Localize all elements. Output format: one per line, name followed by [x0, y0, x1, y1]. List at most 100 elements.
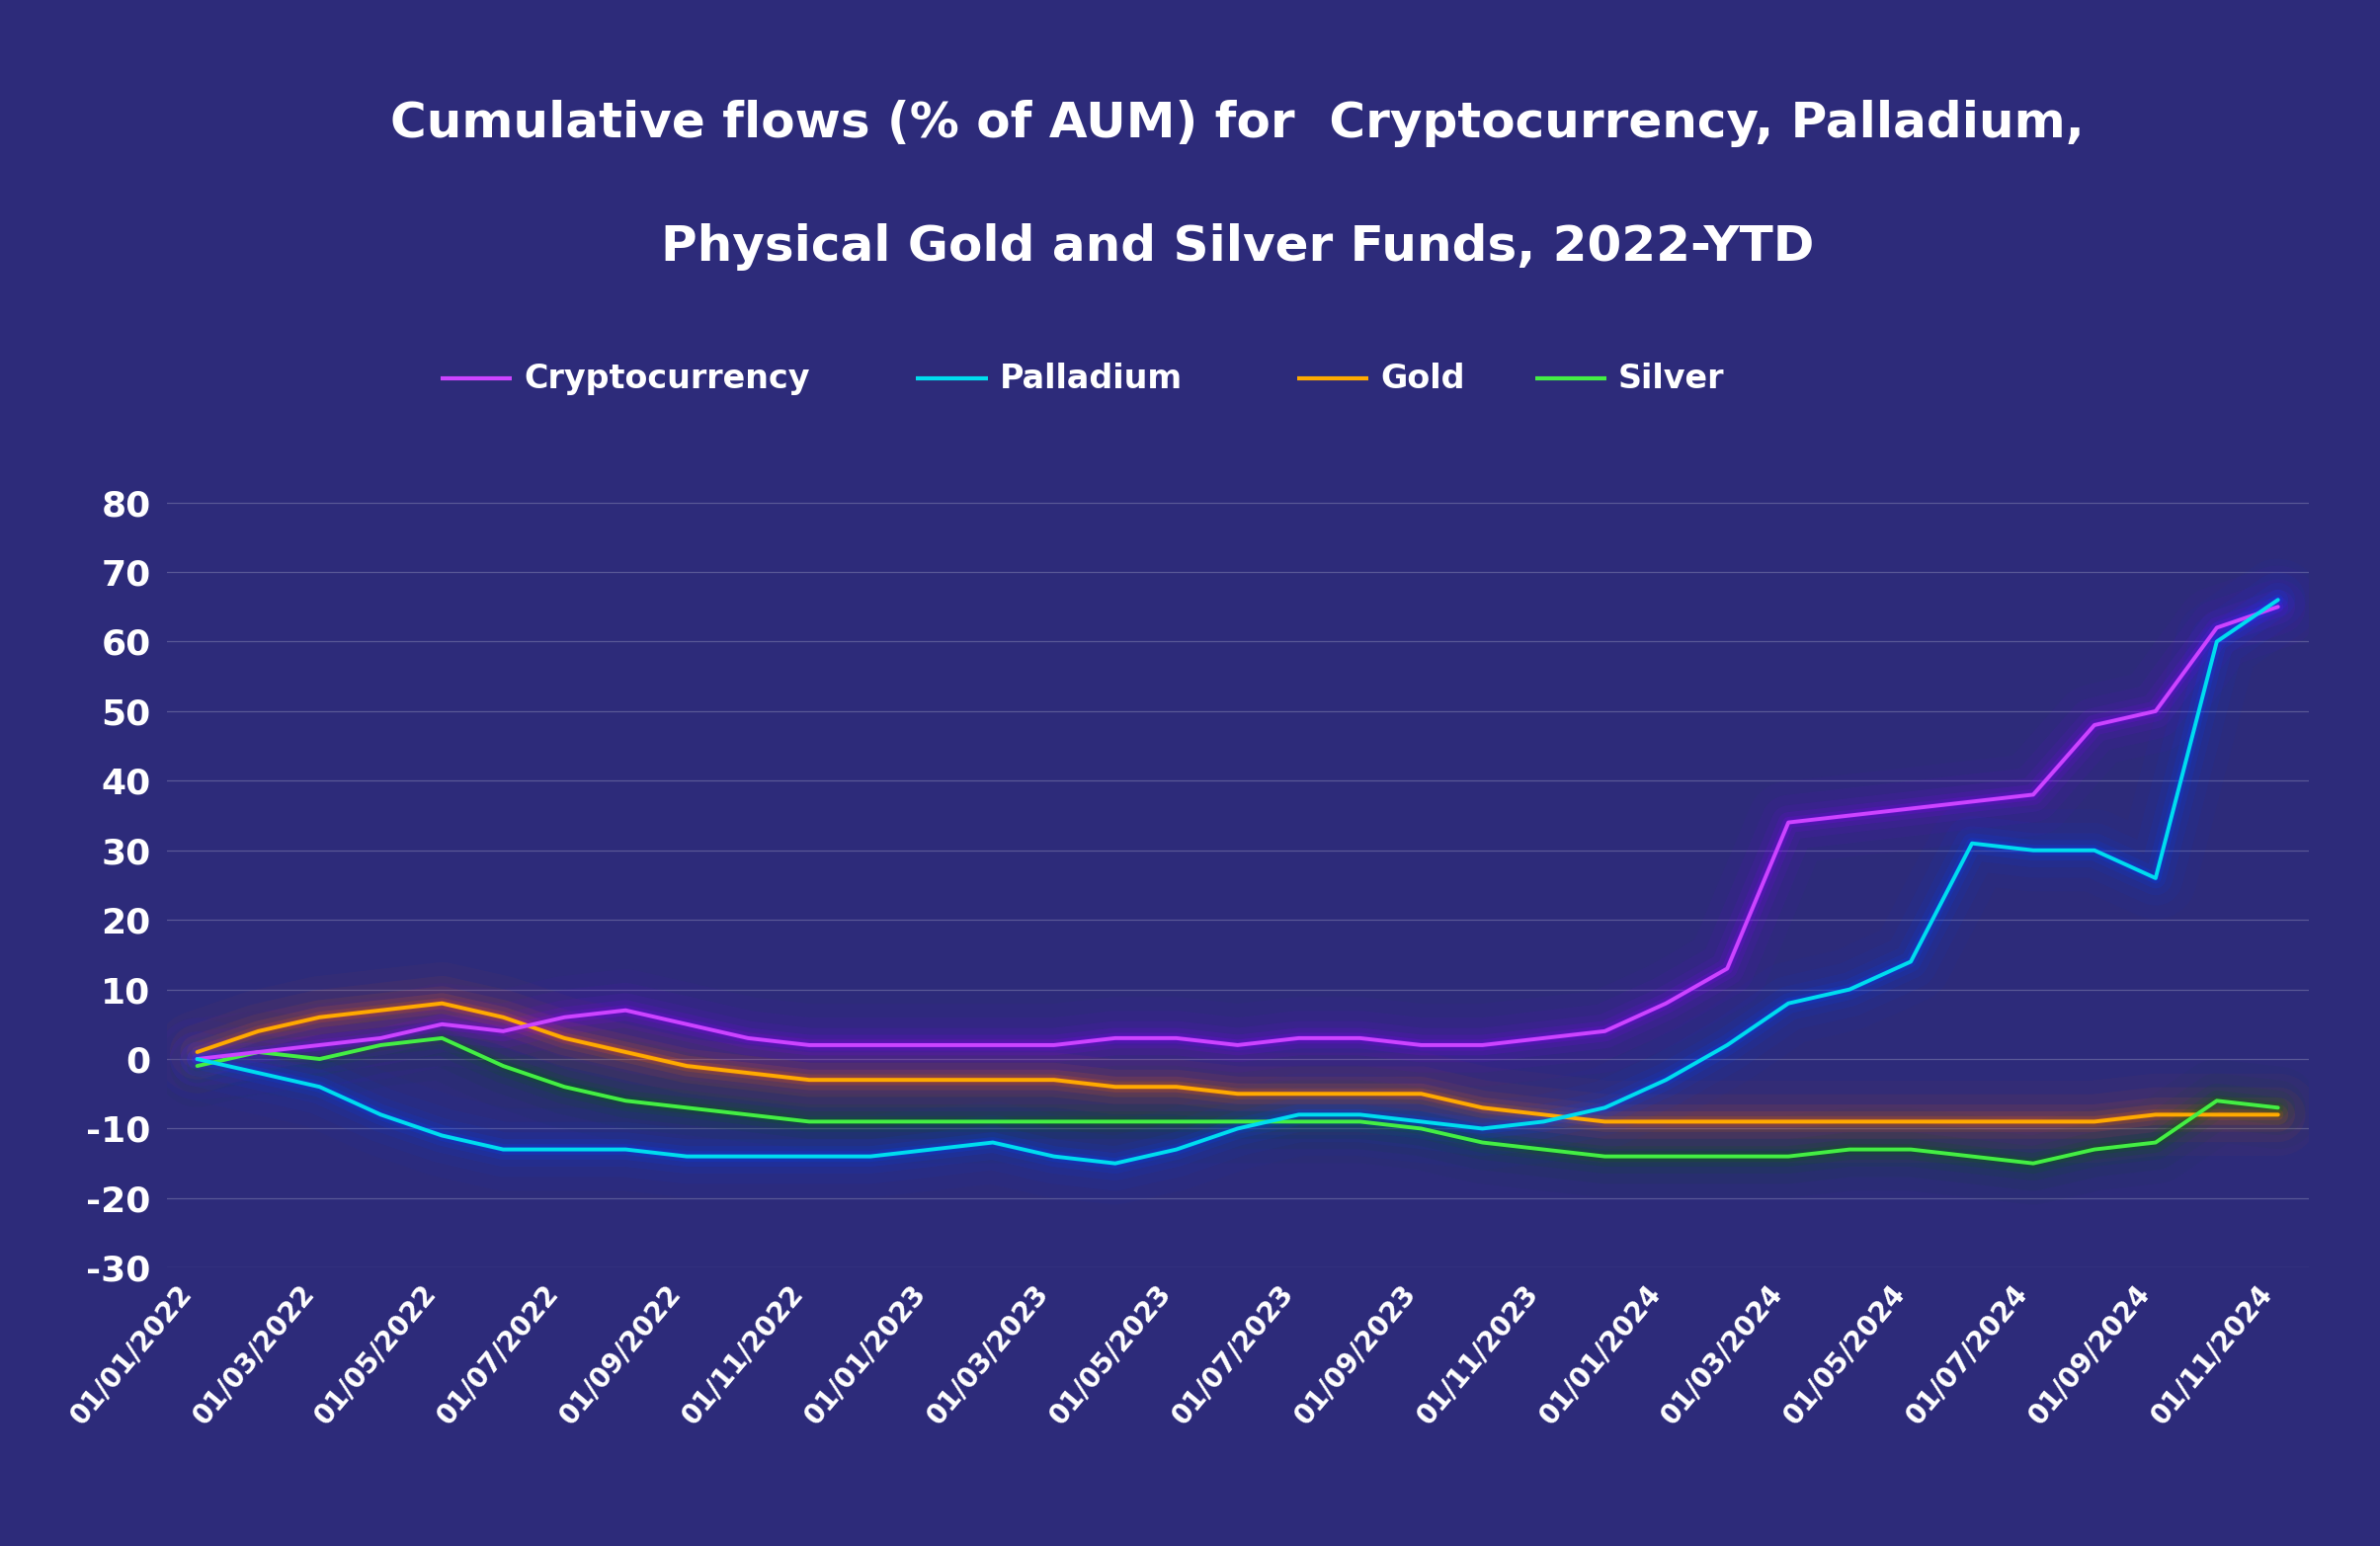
Gold: [1040, 1071, 1069, 1090]
Gold: [1652, 1113, 1680, 1132]
Gold: [733, 1064, 762, 1082]
Silver: [1959, 1147, 1987, 1166]
Cryptocurrency: [1345, 1030, 1373, 1048]
Cryptocurrency: [305, 1036, 333, 1054]
Cryptocurrency: [550, 1008, 578, 1027]
Palladium: [183, 1050, 212, 1068]
Gold: [795, 1071, 823, 1090]
Cryptocurrency: [1102, 1030, 1130, 1048]
Silver: [857, 1113, 885, 1132]
Cryptocurrency: [733, 1030, 762, 1048]
Silver: [1652, 1147, 1680, 1166]
Gold: [1530, 1105, 1559, 1124]
Palladium: [1590, 1099, 1618, 1118]
Palladium: [1468, 1119, 1497, 1138]
Gold: [245, 1022, 274, 1040]
Palladium: [488, 1141, 516, 1160]
Gold: [2263, 1105, 2292, 1124]
Cryptocurrency: [2202, 618, 2230, 637]
Cryptocurrency: [978, 1036, 1007, 1054]
Gold: [1285, 1085, 1314, 1104]
Palladium: [550, 1141, 578, 1160]
Palladium: [674, 1147, 702, 1166]
Gold: [183, 1044, 212, 1062]
Palladium: [1530, 1113, 1559, 1132]
Silver: [1407, 1119, 1435, 1138]
Palladium: [1959, 835, 1987, 853]
Silver: [1714, 1147, 1742, 1166]
Palladium: [245, 1064, 274, 1082]
Cryptocurrency: [1959, 793, 1987, 812]
Gold: [674, 1057, 702, 1076]
Silver: [916, 1113, 945, 1132]
Silver: [1345, 1113, 1373, 1132]
Cryptocurrency: [2263, 597, 2292, 615]
Silver: [2018, 1155, 2047, 1173]
Palladium: [1897, 952, 1925, 971]
Palladium: [428, 1127, 457, 1146]
Cryptocurrency: [612, 1002, 640, 1020]
Silver: [795, 1113, 823, 1132]
Palladium: [1102, 1155, 1130, 1173]
Silver: [1223, 1113, 1252, 1132]
Palladium: [1773, 994, 1802, 1013]
Silver: [612, 1091, 640, 1110]
Text: Physical Gold and Silver Funds, 2022-YTD: Physical Gold and Silver Funds, 2022-YTD: [662, 224, 1814, 271]
Text: Gold: Gold: [1380, 362, 1464, 396]
Cryptocurrency: [1590, 1022, 1618, 1040]
Palladium: [857, 1147, 885, 1166]
Palladium: [1407, 1113, 1435, 1132]
Palladium: [2202, 632, 2230, 651]
Silver: [978, 1113, 1007, 1132]
Text: Cumulative flows (% of AUM) for  Cryptocurrency, Palladium,: Cumulative flows (% of AUM) for Cryptocu…: [390, 100, 2085, 147]
Silver: [1897, 1141, 1925, 1160]
Gold: [1773, 1113, 1802, 1132]
Silver: [2142, 1133, 2171, 1152]
Gold: [1897, 1113, 1925, 1132]
Silver: [245, 1044, 274, 1062]
Gold: [550, 1030, 578, 1048]
Silver: [674, 1099, 702, 1118]
Cryptocurrency: [2018, 785, 2047, 804]
Gold: [612, 1044, 640, 1062]
Cryptocurrency: [857, 1036, 885, 1054]
Line: Palladium: Palladium: [198, 600, 2278, 1164]
Text: Cryptocurrency: Cryptocurrency: [524, 362, 809, 396]
Silver: [1040, 1113, 1069, 1132]
Palladium: [916, 1141, 945, 1160]
Cryptocurrency: [1040, 1036, 1069, 1054]
Palladium: [1835, 980, 1864, 999]
Silver: [488, 1057, 516, 1076]
Silver: [550, 1078, 578, 1096]
Cryptocurrency: [245, 1044, 274, 1062]
Silver: [305, 1050, 333, 1068]
Gold: [488, 1008, 516, 1027]
Cryptocurrency: [674, 1016, 702, 1034]
Text: Palladium: Palladium: [1000, 362, 1183, 396]
Cryptocurrency: [367, 1030, 395, 1048]
Silver: [367, 1036, 395, 1054]
Cryptocurrency: [1773, 813, 1802, 832]
Gold: [978, 1071, 1007, 1090]
Palladium: [2080, 841, 2109, 860]
Cryptocurrency: [1285, 1030, 1314, 1048]
Gold: [2202, 1105, 2230, 1124]
Gold: [1223, 1085, 1252, 1104]
Cryptocurrency: [1897, 799, 1925, 818]
Cryptocurrency: [1468, 1036, 1497, 1054]
Gold: [367, 1002, 395, 1020]
Line: Silver: Silver: [198, 1039, 2278, 1164]
Palladium: [2263, 591, 2292, 609]
Palladium: [978, 1133, 1007, 1152]
Gold: [428, 994, 457, 1013]
Gold: [1468, 1099, 1497, 1118]
Silver: [1773, 1147, 1802, 1166]
Silver: [2080, 1141, 2109, 1160]
Cryptocurrency: [916, 1036, 945, 1054]
Cryptocurrency: [488, 1022, 516, 1040]
Gold: [1407, 1085, 1435, 1104]
Palladium: [612, 1141, 640, 1160]
Cryptocurrency: [1714, 959, 1742, 979]
Cryptocurrency: [1652, 994, 1680, 1013]
Silver: [2202, 1091, 2230, 1110]
